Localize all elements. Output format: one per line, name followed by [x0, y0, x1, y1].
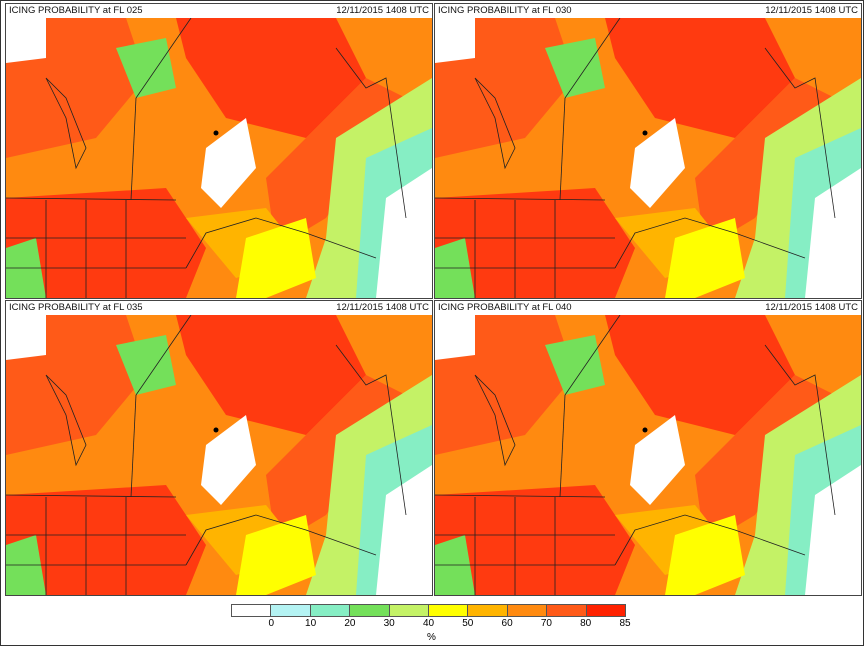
- legend-swatch: [468, 605, 508, 616]
- legend-swatch: [547, 605, 587, 616]
- legend-swatch: [232, 605, 272, 616]
- legend-swatch: [507, 605, 548, 616]
- map-panel-fl035: ICING PROBABILITY at FL 035 12/11/2015 14…: [5, 300, 433, 596]
- panel-title: ICING PROBABILITY at FL 025: [9, 5, 143, 16]
- panel-title: ICING PROBABILITY at FL 035: [9, 302, 143, 313]
- legend-swatch: [271, 605, 311, 616]
- panel-title: ICING PROBABILITY at FL 030: [438, 5, 572, 16]
- icing-map: [6, 315, 432, 595]
- icing-map: [435, 18, 861, 298]
- map-panel-fl025: ICING PROBABILITY at FL 025 12/11/2015 14…: [5, 3, 433, 299]
- legend-tick-label: 85: [619, 618, 631, 629]
- legend-swatch: [389, 605, 430, 616]
- legend-swatch: [586, 605, 626, 616]
- legend-tick-label: 70: [540, 618, 552, 629]
- map-panel-fl040: ICING PROBABILITY at FL 040 12/11/2015 14…: [434, 300, 862, 596]
- panel-timestamp: 12/11/2015 1408 UTC: [336, 5, 429, 16]
- legend-tick-label: 0: [268, 618, 275, 629]
- legend-swatch: [350, 605, 390, 616]
- icing-map: [435, 315, 861, 595]
- legend-tick-label: 40: [422, 618, 435, 629]
- panel-timestamp: 12/11/2015 1408 UTC: [336, 302, 429, 313]
- map-panel-fl030: ICING PROBABILITY at FL 030 12/11/2015 14…: [434, 3, 862, 299]
- legend-swatch: [310, 605, 351, 616]
- legend-unit: %: [427, 632, 436, 643]
- panel-timestamp: 12/11/2015 1408 UTC: [765, 302, 858, 313]
- legend-tick-label: 30: [383, 618, 395, 629]
- legend-tick-label: 60: [501, 618, 513, 629]
- legend-swatch: [429, 605, 469, 616]
- legend-tick-label: 80: [580, 618, 592, 629]
- legend-tick-label: 20: [344, 618, 356, 629]
- color-legend: [231, 604, 626, 617]
- panel-timestamp: 12/11/2015 1408 UTC: [765, 5, 858, 16]
- panel-title: ICING PROBABILITY at FL 040: [438, 302, 572, 313]
- legend-tick-label: 10: [305, 618, 317, 629]
- icing-map: [6, 18, 432, 298]
- legend-tick-label: 50: [462, 618, 474, 629]
